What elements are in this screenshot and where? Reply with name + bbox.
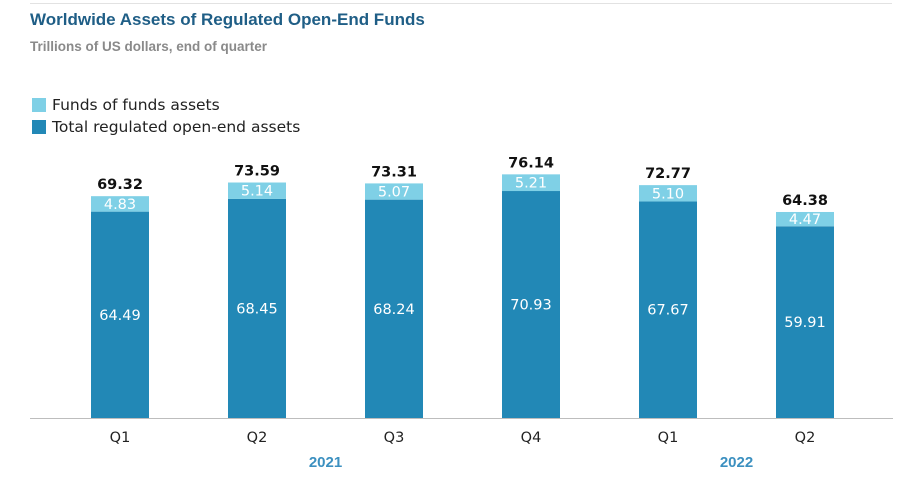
label-funds-of-funds-6: 4.47	[789, 212, 821, 228]
x-tick-label-2: Q2	[247, 430, 268, 446]
x-tick-label-5: Q1	[658, 430, 679, 446]
bar-funds-of-funds-3	[365, 183, 423, 200]
year-label-2021: 2021	[309, 454, 342, 471]
legend-item-funds-of-funds: Funds of funds assets	[32, 94, 300, 116]
x-tick-label-6: Q2	[795, 430, 816, 446]
chart-subtitle: Trillions of US dollars, end of quarter	[30, 39, 268, 54]
label-total-2: 73.59	[234, 164, 280, 180]
label-funds-of-funds-5: 5.10	[652, 186, 684, 202]
label-funds-of-funds-3: 5.07	[378, 185, 410, 201]
label-total-3: 73.31	[371, 164, 417, 180]
bar-total-assets-4	[502, 191, 560, 418]
bar-total-assets-5	[639, 201, 697, 418]
bar-total-assets-6	[776, 226, 834, 418]
label-total-5: 72.77	[645, 166, 691, 182]
bar-total-assets-2	[228, 198, 286, 418]
bar-funds-of-funds-2	[228, 182, 286, 199]
label-total-assets-5: 67.67	[647, 303, 689, 319]
bar-funds-of-funds-1	[91, 196, 149, 212]
legend-label-funds-of-funds: Funds of funds assets	[52, 96, 220, 114]
bar-total-assets-3	[365, 199, 423, 418]
legend-label-total-assets: Total regulated open-end assets	[52, 118, 301, 136]
label-funds-of-funds-2: 5.14	[241, 184, 273, 200]
label-total-assets-2: 68.45	[236, 301, 278, 317]
bar-total-assets-1	[91, 211, 149, 418]
chart-title: Worldwide Assets of Regulated Open-End F…	[30, 10, 425, 29]
legend-swatch-total-assets	[32, 120, 46, 134]
label-total-assets-3: 68.24	[373, 302, 415, 318]
bar-funds-of-funds-5	[639, 185, 697, 202]
legend: Funds of funds assets Total regulated op…	[32, 94, 300, 138]
x-tick-label-1: Q1	[110, 430, 131, 446]
legend-item-total-assets: Total regulated open-end assets	[32, 116, 300, 138]
label-total-assets-1: 64.49	[99, 308, 141, 324]
year-label-2022: 2022	[720, 454, 753, 471]
label-total-1: 69.32	[97, 177, 143, 193]
x-tick-label-4: Q4	[521, 430, 542, 446]
legend-swatch-funds-of-funds	[32, 98, 46, 112]
bar-funds-of-funds-6	[776, 211, 834, 227]
x-tick-label-3: Q3	[384, 430, 405, 446]
label-total-assets-4: 70.93	[510, 298, 552, 314]
label-funds-of-funds-1: 4.83	[104, 197, 136, 213]
label-total-4: 76.14	[508, 155, 554, 171]
bar-funds-of-funds-4	[502, 174, 560, 192]
label-total-assets-6: 59.91	[784, 315, 826, 331]
label-funds-of-funds-4: 5.21	[515, 176, 547, 192]
label-total-6: 64.38	[782, 193, 828, 209]
top-rule	[30, 3, 892, 4]
